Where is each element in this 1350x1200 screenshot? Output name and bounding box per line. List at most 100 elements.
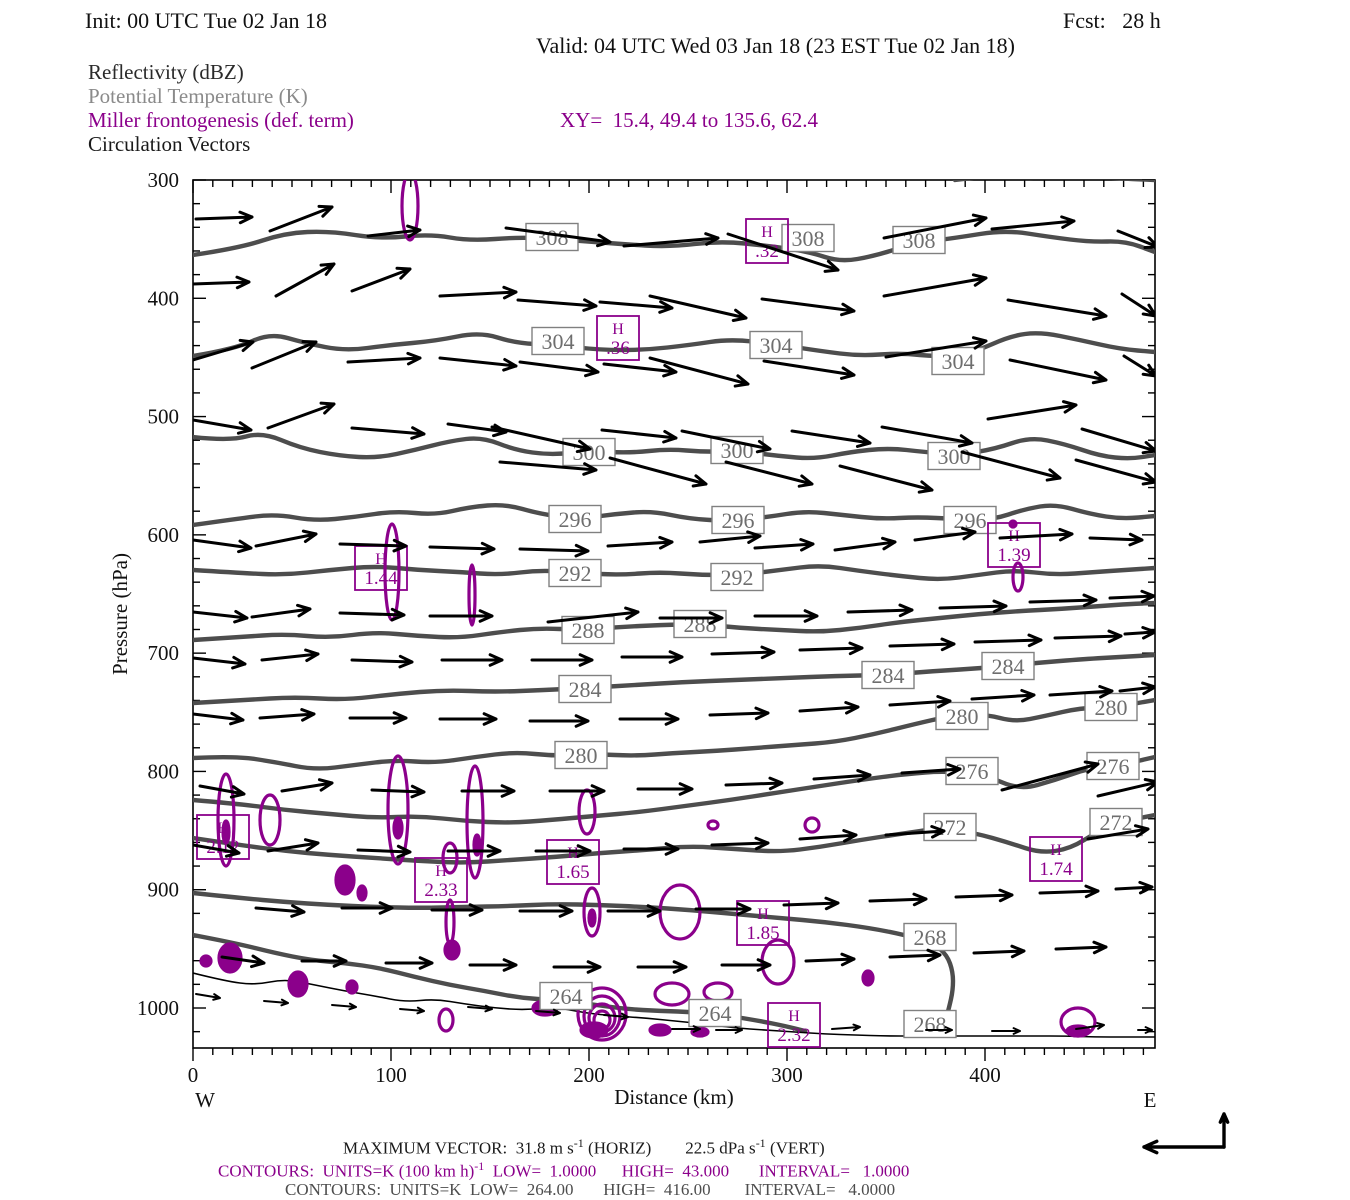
vector-arrow	[338, 607, 406, 622]
vector-arrow	[724, 460, 814, 488]
vector-arrow	[1008, 358, 1108, 385]
fronto-max-value: 1.44	[364, 568, 398, 589]
theta-label-text: 288	[684, 612, 717, 637]
vector-arrow	[438, 712, 498, 726]
theta-label-text: 308	[536, 225, 569, 250]
vector-arrow	[1048, 684, 1114, 699]
theta-label-text: 296	[722, 508, 755, 533]
vector-arrow	[762, 359, 856, 380]
fronto-max-h: H	[612, 321, 624, 338]
vector-arrow	[880, 425, 974, 448]
frontogenesis-blob	[258, 793, 282, 847]
theta-label-box	[903, 1009, 957, 1039]
vector-arrow	[193, 655, 247, 670]
vector-arrow	[518, 360, 600, 378]
theta-label-text: 292	[559, 561, 592, 586]
theta-label-text: 276	[1097, 754, 1130, 779]
init-time: Init: 00 UTC Tue 02 Jan 18	[85, 8, 328, 33]
vector-arrow	[888, 637, 956, 652]
circulation-vectors	[193, 204, 1155, 1035]
y-tick-label: 900	[148, 878, 180, 902]
fronto-max-value: .36	[606, 338, 630, 359]
frontogenesis-blob	[287, 970, 309, 998]
plot-frame	[192, 179, 1156, 1049]
field-potential-temperature: Potential Temperature (K)	[88, 84, 308, 108]
vector-arrow	[250, 340, 318, 370]
fronto-max-box	[596, 315, 640, 361]
vector-arrow	[193, 711, 245, 726]
x-tick-label: 100	[375, 1063, 407, 1087]
vector-arrow	[428, 609, 494, 623]
vector-arrow	[636, 960, 688, 974]
vector-arrow	[193, 609, 249, 624]
vector-arrow	[504, 226, 612, 248]
fronto-max-h: H	[761, 224, 773, 241]
fronto-max-box	[987, 522, 1041, 568]
frontogenesis-blob	[702, 981, 734, 1003]
vector-arrow	[724, 776, 784, 791]
vector-arrow	[882, 213, 988, 240]
vector-arrow	[440, 653, 504, 667]
frontogenesis-blob	[576, 986, 628, 1042]
theta-contour-268	[193, 890, 956, 1037]
vector-arrow	[1074, 458, 1155, 486]
vector-arrow	[636, 782, 694, 796]
fronto-max-h: H	[1050, 842, 1062, 859]
vector-arrow	[534, 844, 592, 858]
vector-arrow	[973, 633, 1043, 648]
vector-arrow	[468, 958, 518, 972]
frontogenesis-blob	[861, 969, 875, 987]
vector-arrow	[438, 285, 518, 300]
vector-arrow	[193, 338, 255, 362]
vector-arrow	[913, 526, 977, 542]
theta-label-box	[781, 223, 835, 253]
theta-label-text: 308	[792, 226, 825, 251]
theta-label-text: 268	[914, 925, 947, 950]
vector-arrow	[1108, 589, 1155, 604]
vector-arrow	[518, 904, 574, 918]
fronto-max-value: 1.65	[556, 862, 589, 883]
frontogenesis-blob	[587, 908, 597, 928]
vector-arrow	[266, 401, 336, 430]
fronto-max-value: 2.32	[777, 1025, 810, 1046]
vector-arrow	[1000, 760, 1100, 792]
x-tick-label: 400	[969, 1063, 1001, 1087]
y-tick-label: 400	[148, 286, 180, 310]
theta-label-text: 272	[934, 815, 967, 840]
vector-arrow	[350, 426, 426, 440]
frontogenesis-blob	[1008, 519, 1018, 529]
theta-contour-304	[193, 331, 1155, 359]
vector-arrow	[280, 778, 334, 793]
theta-label-text: 268	[914, 1012, 947, 1037]
theta-label-text: 280	[565, 743, 598, 768]
vector-arrow	[300, 954, 348, 968]
vector-arrow	[348, 711, 408, 725]
vector-arrow	[274, 262, 336, 298]
vector-arrow	[606, 904, 662, 918]
vector-arrow	[600, 428, 678, 444]
vector-arrow	[1218, 1112, 1230, 1149]
vector-arrow	[708, 706, 770, 721]
vector-arrow	[838, 464, 934, 494]
vector-arrow	[193, 843, 241, 858]
vector-arrow	[991, 1027, 1021, 1035]
y-tick-label: 1000	[137, 996, 179, 1020]
theta-label-box	[710, 562, 764, 592]
frontogenesis-blob	[443, 939, 461, 961]
fronto-max-box	[767, 1002, 821, 1048]
vector-arrow	[598, 300, 674, 314]
vector-arrow	[884, 825, 946, 839]
field-reflectivity: Reflectivity (dBZ)	[88, 60, 244, 84]
vector-arrow	[753, 609, 819, 623]
vector-arrow	[438, 356, 518, 372]
vector-arrow	[972, 944, 1026, 959]
y-tick-label: 500	[148, 405, 180, 429]
x-tick-label: 200	[573, 1063, 605, 1087]
vector-arrow	[882, 273, 988, 298]
vector-arrow	[603, 1012, 629, 1021]
vector-arrow	[266, 838, 320, 853]
y-tick-label: 800	[148, 759, 180, 783]
frontogenesis-blob	[216, 772, 236, 868]
vector-arrow	[460, 784, 516, 798]
